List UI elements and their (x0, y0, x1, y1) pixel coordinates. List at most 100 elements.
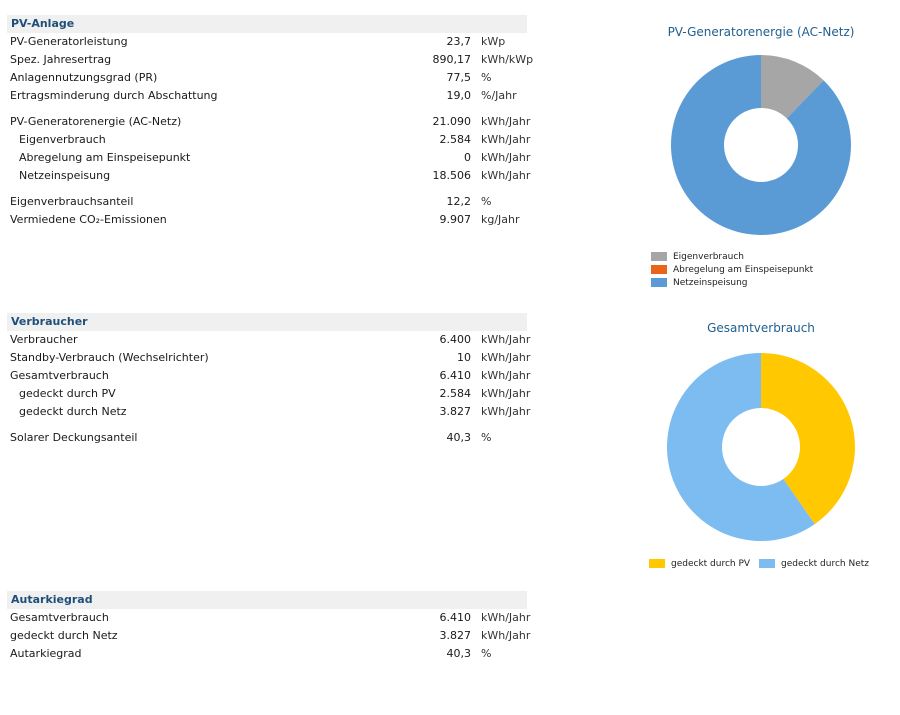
table-row: Eigenverbrauchsanteil 12,2% (7, 193, 527, 211)
table-row: PV-Generatorleistung 23,7 kWp (7, 33, 527, 51)
table-row: Gesamtverbrauch 6.410 kWh/Jahr (7, 609, 531, 627)
row-unit: kWh/Jahr (481, 611, 531, 624)
pie-slice-gedeckt-durch-pv (761, 353, 855, 525)
row-value: 18.506 (432, 169, 472, 182)
row-value: 77,5 (446, 71, 472, 84)
row-label: Vermiedene CO₂-Emissionen (10, 213, 167, 226)
legend-swatch (651, 265, 667, 274)
table-row: gedeckt durch PV 2.584 kWh/Jahr (7, 385, 531, 403)
row-unit: kWh/Jahr (481, 133, 531, 146)
row-value: 10 (457, 351, 471, 364)
legend-label: Eigenverbrauch (673, 252, 744, 262)
table-row: Spez. Jahresertrag 890,17 kWh/kWp (7, 51, 533, 69)
row-value: 2.584 (439, 387, 472, 400)
row-value: 9.907 (439, 213, 472, 226)
row-label: Netzeinspeisung (19, 169, 111, 182)
section-title: Autarkiegrad (7, 591, 527, 609)
row-value: 6.410 (439, 369, 472, 382)
section-title: PV-Anlage (7, 15, 527, 33)
row-unit: kWh/Jahr (481, 333, 531, 346)
table-row: Vermiedene CO₂-Emissionen 9.907 kg/Jahr (7, 211, 527, 229)
row-value: 40,3 (446, 431, 472, 444)
row-value: 2.584 (439, 133, 472, 146)
row-label: Anlagennutzungsgrad (PR) (10, 71, 158, 84)
pv-anlage-section: PV-Anlage PV-Generatorleistung 23,7 kWp Sp… (7, 15, 533, 229)
row-value: 3.827 (439, 629, 472, 642)
legend-label: gedeckt durch PV (671, 559, 751, 569)
table-row: Eigenverbrauch 2.584 kWh/Jahr (7, 131, 531, 149)
section-title: Verbraucher (7, 313, 527, 331)
chart-title: PV-Generatorenergie (AC-Netz) (667, 25, 855, 39)
row-label: Eigenverbrauch (19, 133, 106, 146)
row-label: Ertragsminderung durch Abschattung (10, 89, 218, 102)
row-unit: % (481, 71, 492, 84)
row-unit: kWh/Jahr (481, 405, 531, 418)
row-label: gedeckt durch Netz (19, 405, 127, 418)
table-row: Autarkiegrad 40,3% (7, 645, 527, 663)
row-value: 890,17 (432, 53, 472, 66)
row-label: Standby-Verbrauch (Wechselrichter) (10, 351, 209, 364)
row-unit: kWh/Jahr (481, 629, 531, 642)
row-value: 21.090 (432, 115, 472, 128)
table-row: Standby-Verbrauch (Wechselrichter) 10 kWh/… (7, 349, 531, 367)
row-label: Verbraucher (10, 333, 78, 346)
row-label: PV-Generatorleistung (10, 35, 128, 48)
row-label: Gesamtverbrauch (10, 369, 109, 382)
row-unit: % (481, 431, 492, 444)
legend-label: Netzeinspeisung (673, 278, 748, 288)
row-value: 6.410 (439, 611, 472, 624)
table-row: Solarer Deckungsanteil 40,3% (7, 429, 527, 447)
verbraucher-section: Verbraucher Verbraucher 6.400 kWh/Jahr Sta… (7, 313, 531, 447)
row-unit: kWp (481, 35, 506, 48)
consumption-donut (667, 353, 855, 541)
row-value: 0 (464, 151, 471, 164)
row-label: Eigenverbrauchsanteil (10, 195, 134, 208)
table-row: gedeckt durch Netz 3.827 kWh/Jahr (7, 403, 531, 421)
row-value: 3.827 (439, 405, 472, 418)
row-unit: kWh/Jahr (481, 169, 531, 182)
pie-slice-netzeinspeisung (671, 55, 851, 235)
table-row: Gesamtverbrauch 6.410 kWh/Jahr (7, 367, 531, 385)
pv-energy-donut (671, 55, 851, 235)
row-label: Abregelung am Einspeisepunkt (19, 151, 191, 164)
legend-swatch (651, 252, 667, 261)
legend-swatch (759, 559, 775, 568)
row-label: gedeckt durch PV (19, 387, 116, 400)
row-unit: kg/Jahr (481, 213, 520, 226)
table-row: PV-Generatorenergie (AC-Netz) 21.090 kWh/J… (7, 113, 531, 131)
row-value: 40,3 (446, 647, 472, 660)
row-unit: % (481, 647, 492, 660)
table-row: Netzeinspeisung 18.506 kWh/Jahr (7, 167, 531, 185)
row-label: gedeckt durch Netz (10, 629, 118, 642)
legend-label: gedeckt durch Netz (781, 559, 870, 569)
row-value: 19,0 (446, 89, 472, 102)
pie-slice-eigenverbrauch (761, 55, 824, 119)
row-unit: kWh/Jahr (481, 115, 531, 128)
table-row: Abregelung am Einspeisepunkt 0 kWh/Jahr (7, 149, 531, 167)
table-row: gedeckt durch Netz 3.827 kWh/Jahr (7, 627, 531, 645)
row-label: PV-Generatorenergie (AC-Netz) (10, 115, 182, 128)
legend-label: Abregelung am Einspeisepunkt (673, 265, 814, 275)
row-label: Autarkiegrad (10, 647, 82, 660)
legend-swatch (651, 278, 667, 287)
row-value: 23,7 (446, 35, 472, 48)
chart-title: Gesamtverbrauch (707, 321, 815, 335)
row-unit: kWh/kWp (481, 53, 534, 66)
row-label: Spez. Jahresertrag (10, 53, 112, 66)
table-row: Verbraucher 6.400 kWh/Jahr (7, 331, 531, 349)
row-unit: kWh/Jahr (481, 151, 531, 164)
row-unit: kWh/Jahr (481, 351, 531, 364)
row-label: Gesamtverbrauch (10, 611, 109, 624)
table-row: Anlagennutzungsgrad (PR) 77,5% (7, 69, 527, 87)
row-value: 12,2 (446, 195, 472, 208)
row-unit: % (481, 195, 492, 208)
row-unit: kWh/Jahr (481, 369, 531, 382)
table-row: Ertragsminderung durch Abschattung 19,0 %/… (7, 87, 527, 105)
row-unit: kWh/Jahr (481, 387, 531, 400)
pie-slice-gedeckt-durch-netz (667, 353, 815, 541)
pv-energy-chart: PV-Generatorenergie (AC-Netz) Eigenverbr… (630, 20, 892, 300)
row-label: Solarer Deckungsanteil (10, 431, 138, 444)
consumption-chart: Gesamtverbrauch gedeckt durch PV gedeckt… (630, 315, 892, 575)
row-value: 6.400 (439, 333, 472, 346)
legend-swatch (649, 559, 665, 568)
